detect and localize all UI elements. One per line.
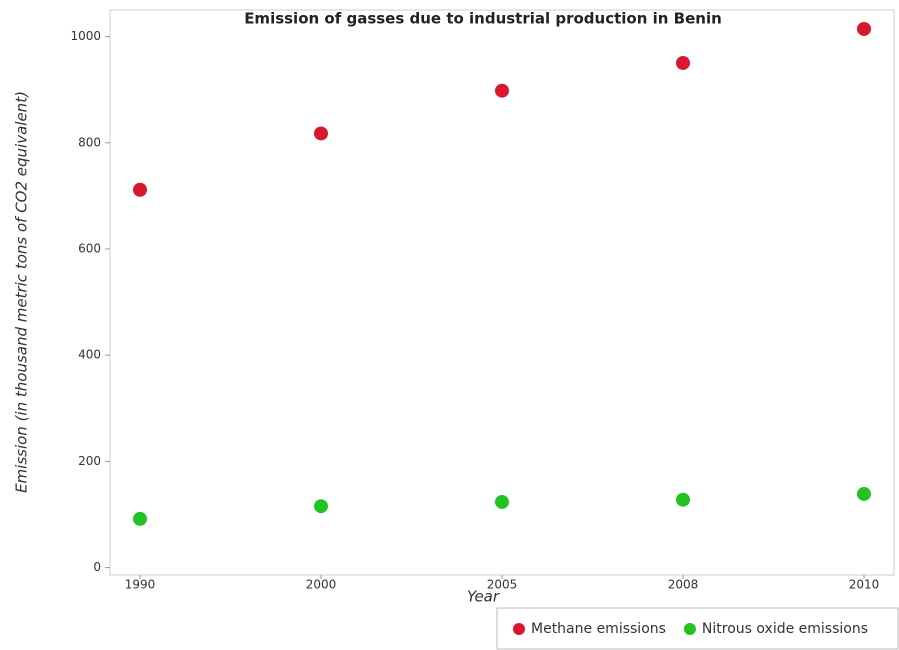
y-tick-label: 600 [78,241,101,255]
data-point [133,182,147,197]
x-tick-label: 2010 [849,578,880,592]
legend-marker [683,623,696,635]
y-axis-label: Emission (in thousand metric tons of CO2… [13,91,31,493]
x-axis-label: Year [467,588,500,606]
y-tick-label: 0 [93,560,101,574]
data-point [857,486,871,501]
data-point [676,492,690,507]
y-tick-label: 1000 [70,29,101,43]
legend-box [496,607,899,650]
chart-title: Emission of gasses due to industrial pro… [244,10,722,28]
legend-marker [513,623,525,635]
data-point [857,21,871,36]
y-tick-label: 800 [78,135,101,149]
data-point [495,83,509,98]
x-tick-label: 2008 [668,578,699,592]
x-tick-label: 2005 [487,578,518,592]
legend-label: Nitrous oxide emissions [702,621,868,637]
data-point [495,494,509,509]
data-point [133,511,147,526]
legend-label: Methane emissions [531,621,666,637]
y-tick-label: 200 [78,454,101,468]
x-tick-label: 1990 [125,578,156,592]
data-point [314,126,328,141]
data-point [314,499,328,514]
y-tick-label: 400 [78,348,101,362]
data-point [676,55,690,70]
x-tick-label: 2000 [306,578,337,592]
